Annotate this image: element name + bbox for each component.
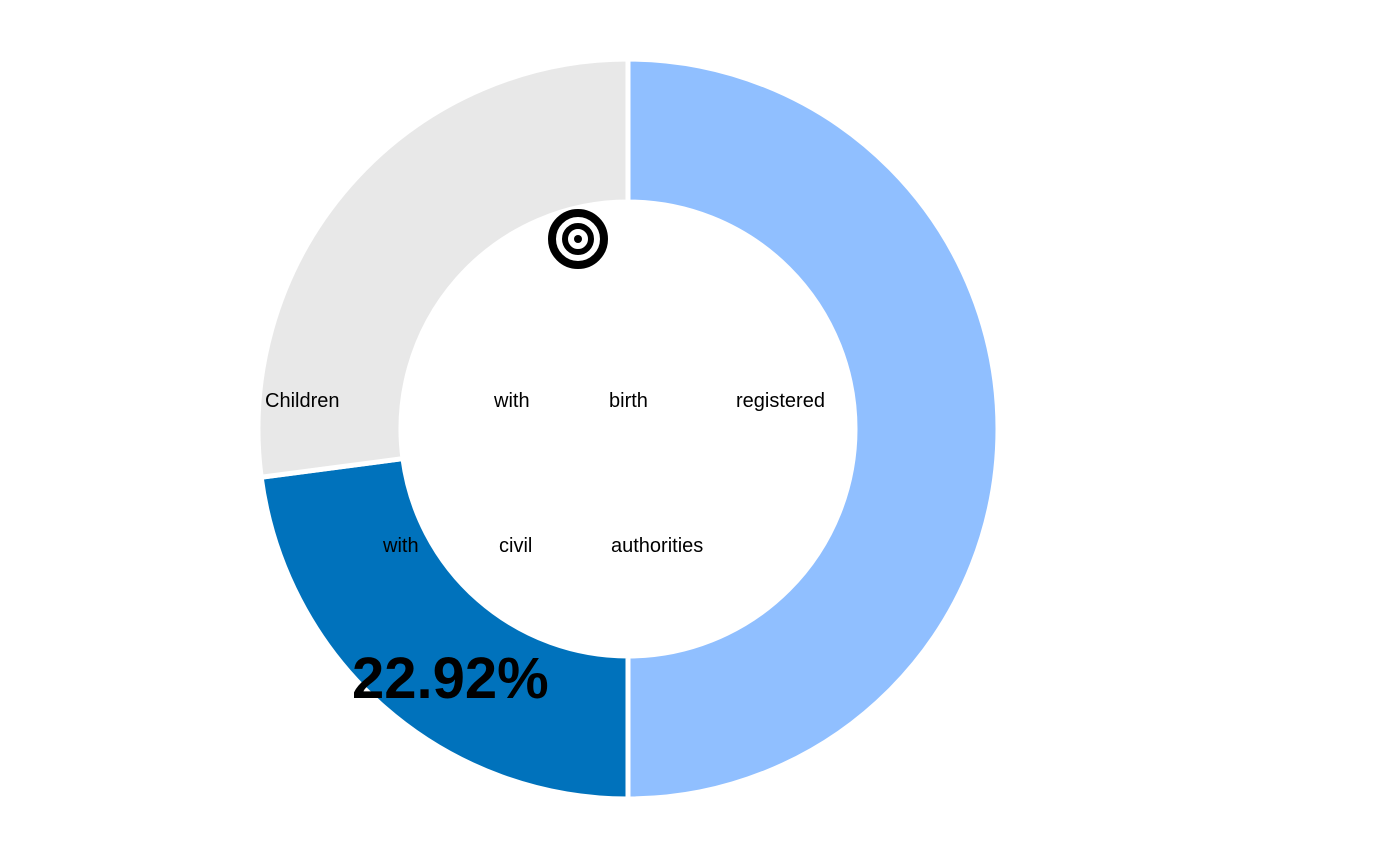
donut-slices bbox=[255, 56, 1001, 802]
caption-word: registered bbox=[736, 390, 825, 412]
percentage-label: 22.92% bbox=[352, 646, 549, 711]
caption-word: authorities bbox=[611, 535, 703, 557]
caption-word: with bbox=[382, 535, 419, 557]
donut-slice-3 bbox=[255, 56, 631, 481]
target-icon bbox=[548, 209, 608, 269]
caption-word: birth bbox=[609, 390, 648, 412]
caption-word: Children bbox=[265, 390, 339, 412]
caption-word: with bbox=[493, 390, 530, 412]
donut-slice-1 bbox=[625, 56, 1001, 802]
donut-slice-2 bbox=[258, 455, 631, 802]
chart-caption: Children with birth registered with civi… bbox=[265, 390, 825, 557]
caption-word: civil bbox=[499, 535, 532, 557]
